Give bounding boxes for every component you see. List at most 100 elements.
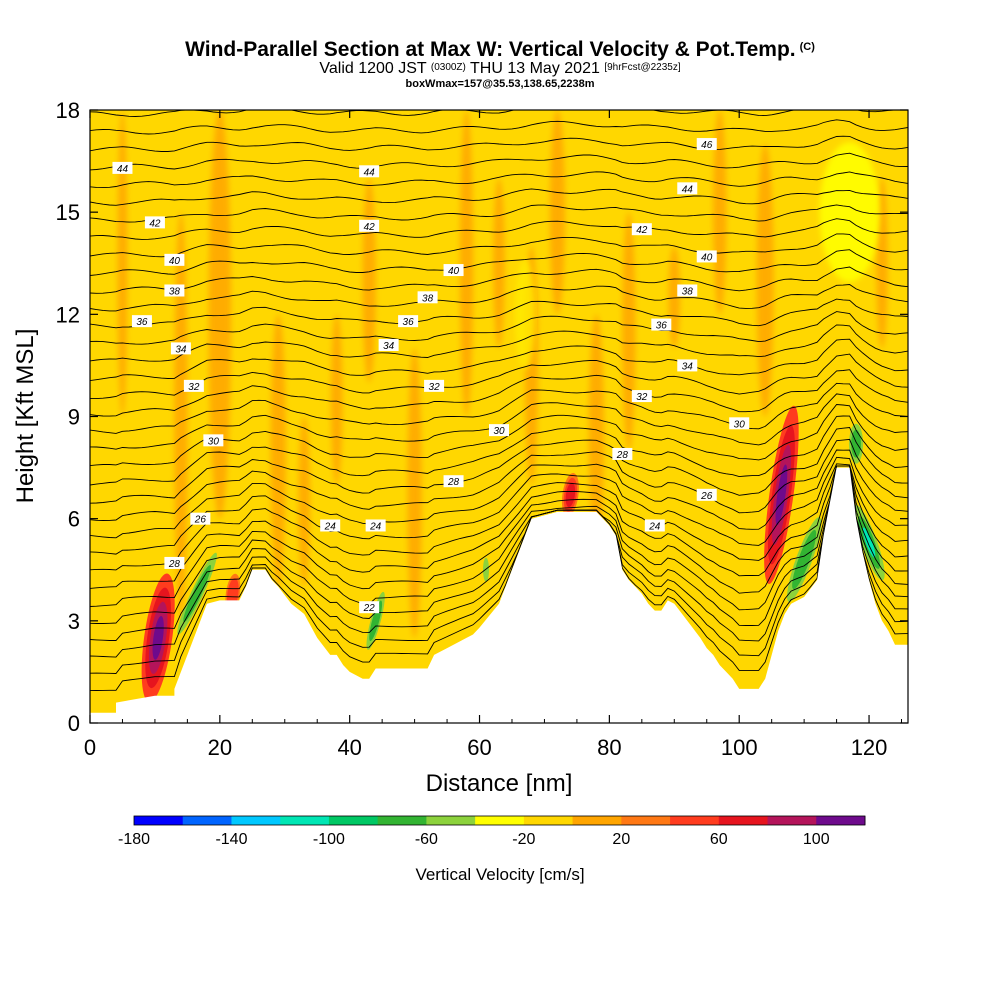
isentrope-label: 24 (320, 519, 341, 532)
isentrope-label: 28 (164, 556, 185, 570)
isentrope-label-text: 32 (188, 382, 200, 393)
colorbar-swatch (231, 816, 281, 825)
y-axis-title: Height [Kft MSL] (12, 329, 39, 504)
terrain-mask (90, 467, 908, 723)
isentrope-label: 40 (164, 253, 185, 267)
isentrope-label-text: 34 (682, 361, 694, 372)
isentrope-line (90, 152, 908, 171)
isentrope-line (90, 311, 908, 345)
x-tick-label: 0 (84, 735, 96, 760)
isentrope-label-text: 26 (700, 491, 713, 502)
isentrope-label-text: 22 (363, 603, 376, 614)
isentrope-label: 34 (378, 338, 399, 352)
isentrope-label-text: 44 (117, 164, 129, 175)
streak (208, 110, 232, 519)
isentrope-label: 34 (170, 342, 191, 355)
isentrope-line (90, 463, 908, 571)
isentrope-label-bg (359, 219, 380, 232)
isentrope-label-bg (489, 424, 509, 437)
isentrope-label: 36 (398, 315, 419, 328)
isentrope-line (90, 438, 908, 521)
isentrope-label: 38 (164, 284, 185, 297)
downdraft-core (862, 527, 876, 558)
y-tick-label: 18 (56, 98, 80, 123)
isentrope-line (90, 369, 908, 417)
isentrope-label-text: 42 (364, 222, 376, 233)
isentrope-line (90, 338, 908, 382)
isentrope-line (90, 353, 908, 400)
isentrope-label: 42 (631, 223, 652, 236)
x-axis-title: Distance [nm] (426, 770, 573, 797)
isentrope-label: 30 (203, 434, 224, 447)
isentrope-label-bg (170, 342, 191, 355)
streak (756, 144, 774, 417)
isentrope-label: 42 (144, 216, 165, 229)
isentrope-label: 26 (190, 512, 211, 526)
isentrope-line (90, 119, 908, 135)
isentrope-label: 40 (443, 264, 464, 277)
colorbar-swatch (816, 816, 866, 825)
streak (362, 178, 376, 383)
y-tick-label: 12 (56, 302, 80, 327)
isentrope-label-bg (696, 488, 717, 501)
streak (493, 178, 505, 349)
isentrope-label-text: 38 (682, 286, 694, 297)
isentrope-label-bg (424, 379, 445, 392)
isentrope-label-text: 28 (616, 450, 629, 461)
chart-title-text: Wind-Parallel Section at Max W: Vertical… (185, 38, 796, 61)
isentrope-label: 30 (489, 424, 509, 437)
colorbar-swatch (182, 816, 232, 825)
isentrope-line (90, 404, 908, 467)
isentrope-label-bg (729, 417, 750, 430)
isentrope-label-bg (359, 601, 380, 614)
isentrope-label-bg (183, 379, 204, 392)
colorbar-tick-label: -180 (118, 831, 150, 848)
colorbar-title: Vertical Velocity [cm/s] (415, 865, 584, 884)
colorbar-swatch (718, 816, 769, 825)
isentrope-label-bg (644, 519, 665, 532)
streak (117, 110, 128, 417)
isentrope-line (90, 249, 908, 276)
isentrope-label-bg (164, 556, 185, 569)
forecast-info: [9hrFcst@2235z] (604, 62, 681, 73)
isentrope-label: 22 (359, 601, 380, 614)
isentrope-label: 38 (677, 284, 698, 297)
x-tick-label: 20 (208, 735, 232, 760)
isentrope-line (90, 465, 908, 607)
isentrope-label-bg (203, 434, 224, 447)
colorbar-tick-label: 100 (803, 831, 830, 848)
streak (622, 212, 636, 451)
isentrope-label-bg (677, 284, 698, 297)
colorbar-swatch (426, 816, 476, 825)
isentrope-label: 36 (651, 318, 672, 332)
isentrope-label: 32 (631, 390, 652, 403)
isentrope-line (90, 110, 900, 117)
isentrope-label: 44 (112, 161, 133, 175)
isentrope-line (90, 465, 908, 692)
colorbar-swatch (280, 816, 330, 825)
isentrope-label-text: 24 (369, 521, 382, 532)
isentrope-label-bg (677, 359, 698, 372)
isentrope-label: 28 (612, 447, 633, 461)
isentrope-label: 30 (729, 417, 750, 430)
isentrope-label-text: 36 (403, 317, 415, 328)
colorbar-swatch (377, 816, 427, 825)
y-tick-label: 3 (68, 609, 80, 634)
updraft-core (152, 615, 164, 660)
colorbar-swatch (572, 816, 622, 825)
isentrope-label: 24 (365, 519, 386, 532)
streak (459, 110, 474, 417)
isentrope-label-bg (631, 223, 652, 236)
isentrope-label: 32 (183, 379, 204, 393)
streak (713, 110, 727, 315)
isentrope-label-text: 44 (364, 167, 376, 178)
isentrope-label-bg (190, 512, 211, 525)
isentrope-label-bg (131, 315, 152, 328)
isentrope-label-bg (144, 216, 165, 229)
streak (549, 110, 566, 315)
colorbar-swatch (134, 816, 184, 825)
isentrope-label-text: 38 (169, 286, 181, 297)
isentrope-label-text: 36 (656, 321, 668, 332)
